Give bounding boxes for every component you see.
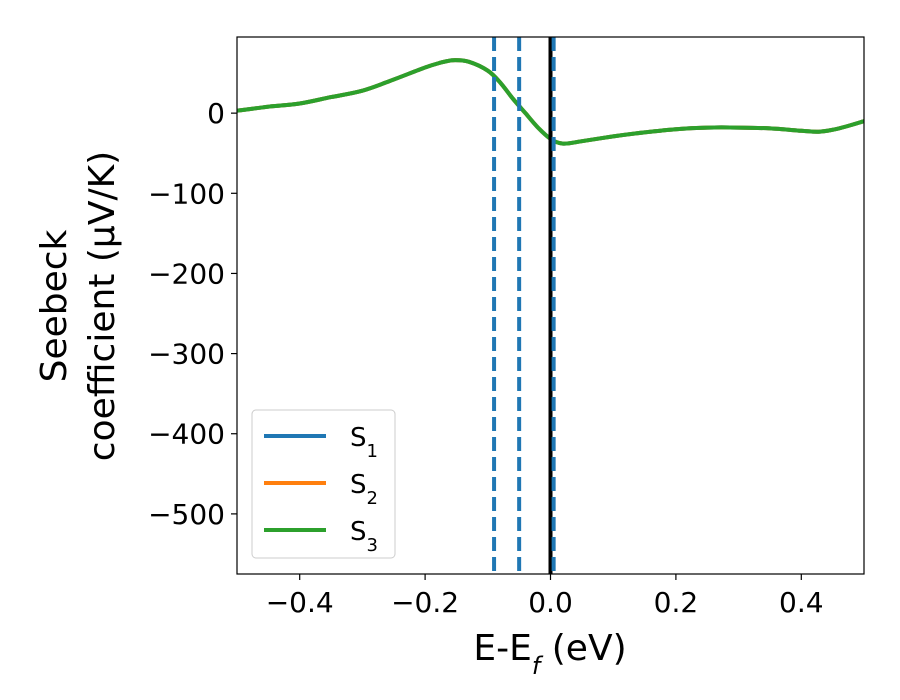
plot-area <box>236 58 865 146</box>
x-tick-label: −0.4 <box>266 586 334 619</box>
x-axis-ticks: −0.4 −0.2 0.0 0.2 0.4 <box>266 574 824 619</box>
y-tick-label: −400 <box>148 418 225 451</box>
legend: S1 S2 S3 <box>251 409 396 559</box>
y-tick-label: −100 <box>148 177 225 210</box>
y-tick-label: −200 <box>148 257 225 290</box>
y-tick-label: 0 <box>207 97 225 130</box>
x-axis-label: E-Ef (eV) <box>473 628 626 680</box>
y-tick-label: −500 <box>148 498 225 531</box>
x-tick-label: 0.4 <box>779 586 824 619</box>
y-axis-label: Seebeck coefficient (μV/K) <box>34 151 123 461</box>
series-line-s3 <box>236 58 865 146</box>
reference-lines <box>492 37 556 574</box>
x-tick-label: −0.2 <box>391 586 459 619</box>
y-axis-label-line2: coefficient (μV/K) <box>82 151 123 461</box>
y-axis-label-line1: Seebeck <box>34 229 75 382</box>
y-tick-label: −300 <box>148 338 225 371</box>
y-axis-ticks: 0 −100 −200 −300 −400 −500 <box>148 97 237 531</box>
x-tick-label: 0.2 <box>654 586 699 619</box>
x-tick-label: 0.0 <box>528 586 573 619</box>
legend-label-s2: S2 <box>350 470 378 509</box>
legend-label-s1: S1 <box>350 423 378 462</box>
legend-label-s3: S3 <box>350 517 378 556</box>
